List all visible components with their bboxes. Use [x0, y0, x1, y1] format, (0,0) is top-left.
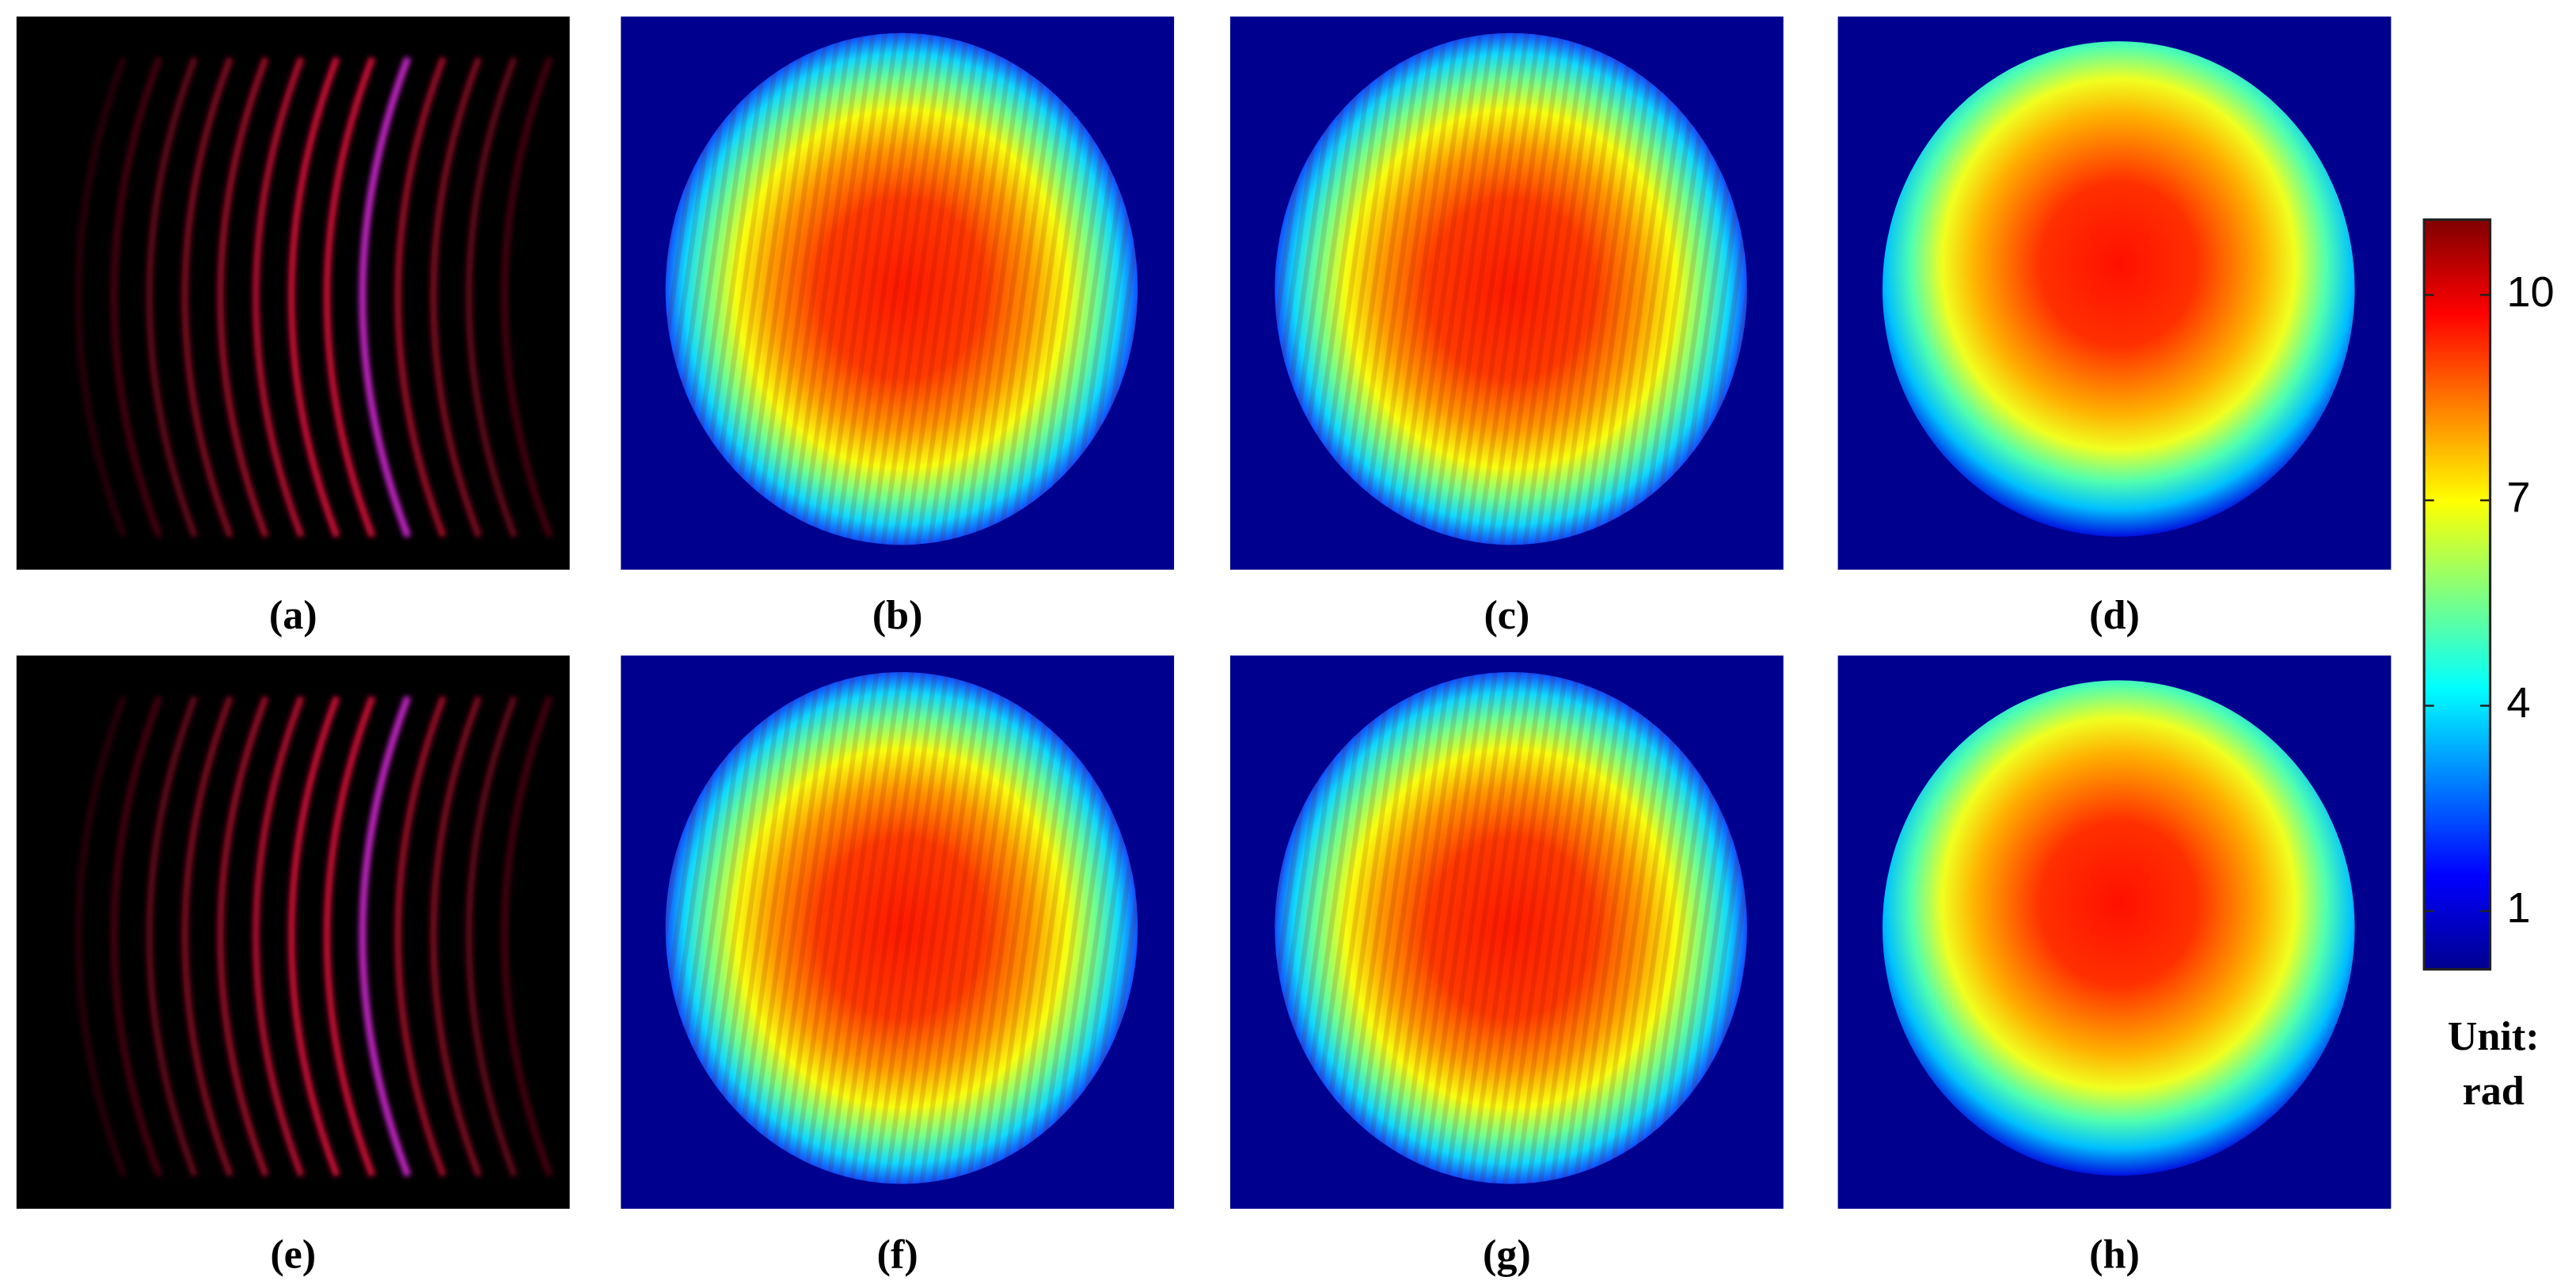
- fringe: [146, 56, 199, 538]
- fringe: [430, 695, 482, 1177]
- phase-disk: [1882, 680, 2355, 1176]
- fringe: [323, 56, 376, 538]
- fringe: [181, 56, 234, 538]
- fringe: [501, 695, 553, 1177]
- fringe: [217, 56, 269, 538]
- fringe: [110, 695, 163, 1177]
- panel: [16, 16, 570, 570]
- panel: [1837, 655, 2392, 1209]
- colorbar-tick-label: 7: [2506, 473, 2530, 521]
- panel: [1229, 16, 1784, 570]
- panel-label: (b): [872, 593, 923, 638]
- phase-stripes: [1275, 32, 1747, 545]
- fringe: [394, 56, 446, 538]
- fringe: [287, 56, 340, 538]
- fringe: [74, 56, 127, 538]
- fringes: [74, 695, 553, 1177]
- fringe: [465, 695, 518, 1177]
- phase-disk: [1882, 41, 2355, 537]
- fringe: [253, 56, 305, 538]
- phase-stripes: [665, 671, 1138, 1184]
- fringe: [217, 695, 269, 1177]
- colorbar-tick-label: 10: [2506, 268, 2554, 316]
- fringe: [359, 56, 412, 538]
- panel-label: (e): [270, 1232, 316, 1277]
- fringe: [146, 695, 199, 1177]
- phase-stripes: [1275, 671, 1747, 1184]
- panel-label: (d): [2089, 593, 2140, 638]
- panel: [1229, 655, 1784, 1209]
- fringe: [323, 695, 376, 1177]
- fringe: [465, 56, 518, 538]
- panel-label: (c): [1484, 593, 1529, 638]
- panel-label: (f): [877, 1232, 918, 1277]
- fringe: [110, 56, 163, 538]
- fringe: [74, 695, 127, 1177]
- colorbar: [2422, 218, 2492, 971]
- unit-label: Unit:: [2448, 1014, 2540, 1059]
- panel: [621, 16, 1175, 570]
- panel: [621, 655, 1175, 1209]
- fringes: [74, 56, 553, 538]
- phase-stripes: [665, 32, 1138, 545]
- unit-label: rad: [2463, 1069, 2525, 1114]
- fringe: [253, 695, 305, 1177]
- panel-label: (h): [2089, 1232, 2140, 1277]
- fringe: [501, 56, 553, 538]
- colorbar-tick-label: 1: [2506, 884, 2530, 932]
- panel: [16, 655, 570, 1209]
- fringe: [394, 695, 446, 1177]
- fringe: [287, 695, 340, 1177]
- panel-label: (a): [269, 593, 317, 638]
- fringe: [430, 56, 482, 538]
- panel-label: (g): [1483, 1232, 1531, 1277]
- fringe: [359, 695, 412, 1177]
- colorbar-tick-label: 4: [2506, 679, 2530, 727]
- panel: [1837, 16, 2392, 570]
- fringe: [181, 695, 234, 1177]
